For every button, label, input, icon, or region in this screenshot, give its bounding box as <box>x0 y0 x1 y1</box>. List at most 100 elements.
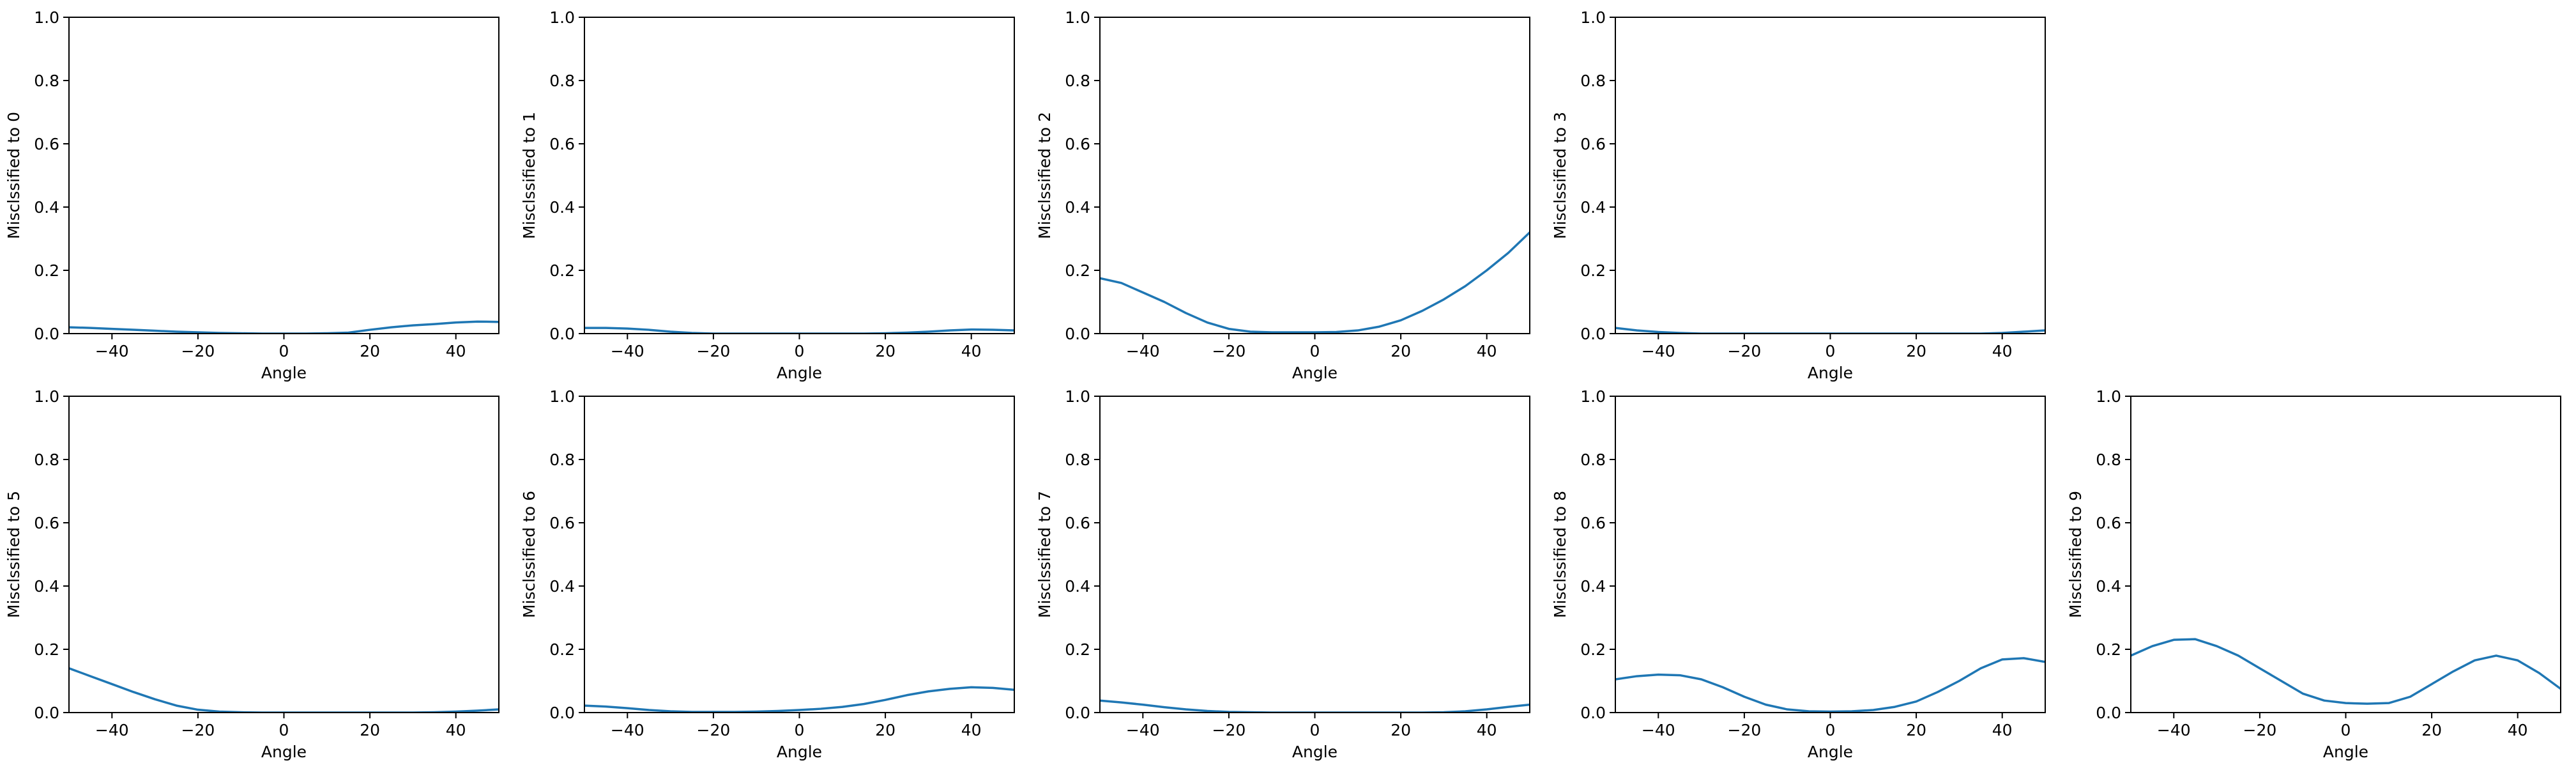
y-tick-label: 0.4 <box>1065 577 1090 596</box>
y-tick-label: 0.8 <box>1065 451 1090 469</box>
x-tick-label: −40 <box>2157 721 2191 739</box>
chart-panel: −40 −20 0 20 40 0.0 0.2 0.4 0.6 0.8 1.0 Angle Miscls… <box>520 387 1015 761</box>
series-line <box>1100 699 1530 713</box>
y-tick-label: 0.2 <box>1580 640 1606 659</box>
y-tick-label: 0.0 <box>2096 704 2121 722</box>
y-tick-label: 0.2 <box>34 640 59 659</box>
y-tick-label: 0.2 <box>1065 640 1090 659</box>
x-tick-label: 20 <box>360 342 380 360</box>
y-tick-label: 0.0 <box>549 325 575 343</box>
y-tick-label: 0.0 <box>34 704 59 722</box>
y-tick-label: 1.0 <box>1065 8 1090 27</box>
x-tick-label: 0 <box>2341 721 2351 739</box>
x-tick-label: 40 <box>1992 342 2013 360</box>
y-tick-label: 0.2 <box>34 261 59 280</box>
y-tick-label: 0.4 <box>1065 198 1090 217</box>
x-axis-label: Angle <box>1292 364 1338 382</box>
x-tick-label: 0 <box>279 342 289 360</box>
y-axis-label: Misclssified to 5 <box>4 491 23 618</box>
x-tick-label: −40 <box>1126 721 1160 739</box>
y-axis-label: Misclssified to 7 <box>1035 491 1054 618</box>
y-tick-label: 0.6 <box>1580 514 1606 532</box>
y-tick-label: 0.8 <box>1580 72 1606 90</box>
x-axis-label: Angle <box>1808 743 1853 761</box>
y-tick-label: 0.4 <box>34 577 59 596</box>
y-tick-label: 1.0 <box>1580 8 1606 27</box>
x-tick-label: 20 <box>2421 721 2442 739</box>
y-tick-label: 1.0 <box>549 8 575 27</box>
y-tick-label: 0.8 <box>549 72 575 90</box>
y-tick-label: 1.0 <box>34 8 59 27</box>
y-tick-label: 0.4 <box>549 198 575 217</box>
y-tick-label: 1.0 <box>1065 387 1090 406</box>
x-tick-label: −20 <box>697 721 731 739</box>
x-tick-label: 20 <box>1906 721 1926 739</box>
y-tick-label: 0.6 <box>549 514 575 532</box>
x-tick-label: 40 <box>446 721 466 739</box>
x-tick-label: 40 <box>961 721 982 739</box>
x-tick-label: −20 <box>2243 721 2277 739</box>
x-tick-label: 20 <box>1906 342 1926 360</box>
x-tick-label: −20 <box>1728 721 1762 739</box>
x-tick-label: −40 <box>611 721 644 739</box>
y-tick-label: 0.4 <box>34 198 59 217</box>
x-tick-label: −20 <box>1728 342 1762 360</box>
y-tick-label: 0.0 <box>1580 704 1606 722</box>
series-line <box>1100 231 1530 334</box>
y-tick-label: 0.6 <box>549 135 575 153</box>
y-tick-label: 0.8 <box>34 451 59 469</box>
x-tick-label: 40 <box>1992 721 2013 739</box>
x-tick-label: 40 <box>2508 721 2528 739</box>
x-axis-label: Angle <box>261 743 307 761</box>
x-tick-label: −40 <box>1126 342 1160 360</box>
y-tick-label: 1.0 <box>1580 387 1606 406</box>
chart-panel: −40 −20 0 20 40 0.0 0.2 0.4 0.6 0.8 1.0 Angle Miscls… <box>1035 387 1530 761</box>
y-tick-label: 0.8 <box>34 72 59 90</box>
x-axis-label: Angle <box>261 364 307 382</box>
x-tick-label: 20 <box>1391 342 1411 360</box>
chart-panel: −40 −20 0 20 40 0.0 0.2 0.4 0.6 0.8 1.0 Angle Miscls… <box>4 8 499 382</box>
y-tick-label: 0.6 <box>1065 514 1090 532</box>
y-tick-label: 0.0 <box>34 325 59 343</box>
y-tick-label: 0.8 <box>549 451 575 469</box>
y-axis-label: Misclssified to 8 <box>1551 491 1569 618</box>
x-tick-label: −20 <box>697 342 731 360</box>
x-tick-label: 0 <box>1825 721 1836 739</box>
x-tick-label: −40 <box>1642 721 1675 739</box>
y-tick-label: 0.4 <box>1580 198 1606 217</box>
chart-panel: −40 −20 0 20 40 0.0 0.2 0.4 0.6 0.8 1.0 Angle Miscls… <box>1551 387 2046 761</box>
x-tick-label: −40 <box>95 721 129 739</box>
y-tick-label: 0.2 <box>549 640 575 659</box>
y-tick-label: 0.6 <box>34 514 59 532</box>
series-line <box>1615 657 2045 713</box>
y-tick-label: 0.6 <box>1580 135 1606 153</box>
y-tick-label: 0.4 <box>549 577 575 596</box>
y-tick-label: 1.0 <box>2096 387 2121 406</box>
x-tick-label: 40 <box>961 342 982 360</box>
y-tick-label: 0.0 <box>1065 704 1090 722</box>
y-tick-label: 1.0 <box>549 387 575 406</box>
x-axis-label: Angle <box>1292 743 1338 761</box>
chart-panel: −40 −20 0 20 40 0.0 0.2 0.4 0.6 0.8 1.0 Angle Miscls… <box>4 387 499 761</box>
y-tick-label: 0.4 <box>1580 577 1606 596</box>
x-tick-label: 0 <box>279 721 289 739</box>
y-tick-label: 0.6 <box>2096 514 2121 532</box>
y-tick-label: 0.2 <box>549 261 575 280</box>
y-tick-label: 0.8 <box>1580 451 1606 469</box>
chart-panel: −40 −20 0 20 40 0.0 0.2 0.4 0.6 0.8 1.0 Angle Miscls… <box>2066 387 2561 761</box>
y-tick-label: 0.2 <box>2096 640 2121 659</box>
y-axis-label: Misclssified to 2 <box>1035 112 1054 239</box>
x-tick-label: 40 <box>1477 342 1497 360</box>
x-tick-label: 0 <box>795 342 805 360</box>
x-tick-label: 20 <box>875 342 896 360</box>
x-tick-label: 0 <box>1825 342 1836 360</box>
y-tick-label: 0.0 <box>1065 325 1090 343</box>
series-line <box>584 327 1014 334</box>
x-tick-label: 0 <box>1310 721 1320 739</box>
x-tick-label: 40 <box>1477 721 1497 739</box>
x-tick-label: 20 <box>1391 721 1411 739</box>
y-tick-label: 0.4 <box>2096 577 2121 596</box>
x-axis-label: Angle <box>777 364 822 382</box>
x-tick-label: 20 <box>875 721 896 739</box>
x-tick-label: −40 <box>1642 342 1675 360</box>
